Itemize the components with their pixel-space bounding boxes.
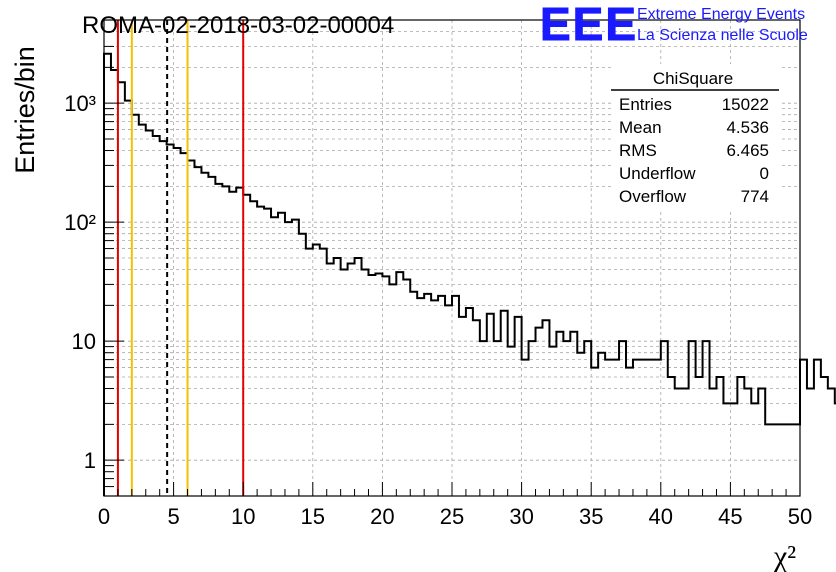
histogram-series <box>103 52 836 496</box>
chart-title: ROMA-02-2018-03-02-00004 <box>82 12 394 39</box>
axis-ticks: 0 5 10 15 20 25 30 35 40 45 50 1 10 10² 10³ <box>64 19 812 529</box>
x-tick-label: 5 <box>167 504 179 529</box>
marker-lines <box>116 20 245 496</box>
stats-value: 774 <box>741 187 769 206</box>
y-axis-label: Entries/bin <box>10 46 40 174</box>
stats-label: RMS <box>619 141 657 160</box>
eee-logo-line1: Extreme Energy Events <box>637 6 805 23</box>
stats-value: 4.536 <box>726 118 769 137</box>
x-tick-label: 30 <box>509 504 533 529</box>
x-tick-label: 35 <box>579 504 603 529</box>
x-tick-label: 50 <box>788 504 812 529</box>
eee-logo-mark: EEE <box>540 0 638 50</box>
x-tick-label: 40 <box>649 504 673 529</box>
stats-label: Underflow <box>619 164 696 183</box>
x-tick-label: 15 <box>301 504 325 529</box>
stats-label: Overflow <box>619 187 687 206</box>
stats-box: ChiSquare Entries 15022 Mean 4.536 RMS 6… <box>611 64 779 210</box>
stats-value: 6.465 <box>726 141 769 160</box>
x-axis-label: χ² <box>773 540 796 572</box>
stats-box-background <box>611 64 779 210</box>
stats-label: Entries <box>619 95 672 114</box>
histogram-step-line <box>103 52 836 496</box>
x-tick-label: 20 <box>370 504 394 529</box>
y-tick-label: 10² <box>64 210 96 235</box>
stats-value: 15022 <box>722 95 769 114</box>
x-tick-label: 10 <box>231 504 255 529</box>
x-tick-label: 0 <box>98 504 110 529</box>
eee-logo-line2: La Scienza nelle Scuole <box>637 27 808 44</box>
x-tick-label: 45 <box>718 504 742 529</box>
eee-logo: EEE Extreme Energy Events La Scienza nel… <box>540 0 808 51</box>
y-tick-label: 10³ <box>64 91 96 116</box>
grid-lines <box>104 20 800 496</box>
y-tick-label: 1 <box>84 448 96 473</box>
y-tick-label: 10 <box>72 329 96 354</box>
stats-label: Mean <box>619 118 662 137</box>
stats-value: 0 <box>760 164 769 183</box>
stats-header: ChiSquare <box>653 69 733 88</box>
x-tick-label: 25 <box>440 504 464 529</box>
